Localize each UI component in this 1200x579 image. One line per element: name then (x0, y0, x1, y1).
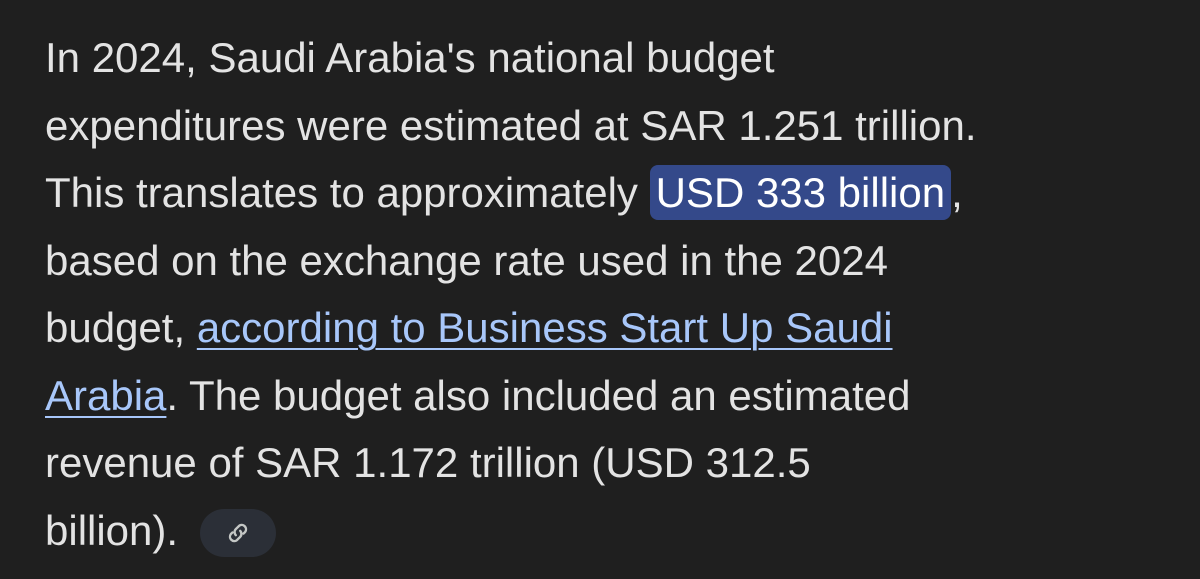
text-run: revenue of SAR 1.172 trillion (USD 312.5 (45, 439, 811, 486)
text-line: expenditures were estimated at SAR 1.251… (45, 92, 1185, 160)
text-run: In 2024, Saudi Arabia's national budget (45, 34, 775, 81)
answer-paragraph: In 2024, Saudi Arabia's national budget e… (45, 24, 1185, 564)
text-run: expenditures were estimated at SAR 1.251… (45, 101, 977, 149)
text-run: , (951, 169, 963, 216)
text-line: In 2024, Saudi Arabia's national budget (45, 24, 1185, 92)
text-run: based on the exchange rate used in the 2… (45, 236, 888, 284)
highlighted-text: USD 333 billion (649, 165, 952, 220)
link-icon (228, 524, 248, 543)
text-line: based on the exchange rate used in the 2… (45, 227, 1185, 295)
text-line: billion). (45, 497, 1185, 565)
text-run: billion). (45, 506, 179, 554)
text-run: This translates to approximately (45, 169, 650, 216)
text-run: . The budget also included an estimated (166, 371, 911, 419)
text-line: Arabia. The budget also included an esti… (45, 362, 1185, 430)
link-chip[interactable] (200, 509, 277, 558)
text-line: revenue of SAR 1.172 trillion (USD 312.5 (45, 429, 1185, 497)
source-link[interactable]: Arabia (45, 371, 167, 419)
text-run: budget, (45, 304, 197, 351)
text-line: This translates to approximately USD 333… (45, 159, 1185, 227)
source-link[interactable]: according to Business Start Up Saudi (196, 304, 893, 351)
text-line: budget, according to Business Start Up S… (45, 294, 1185, 362)
